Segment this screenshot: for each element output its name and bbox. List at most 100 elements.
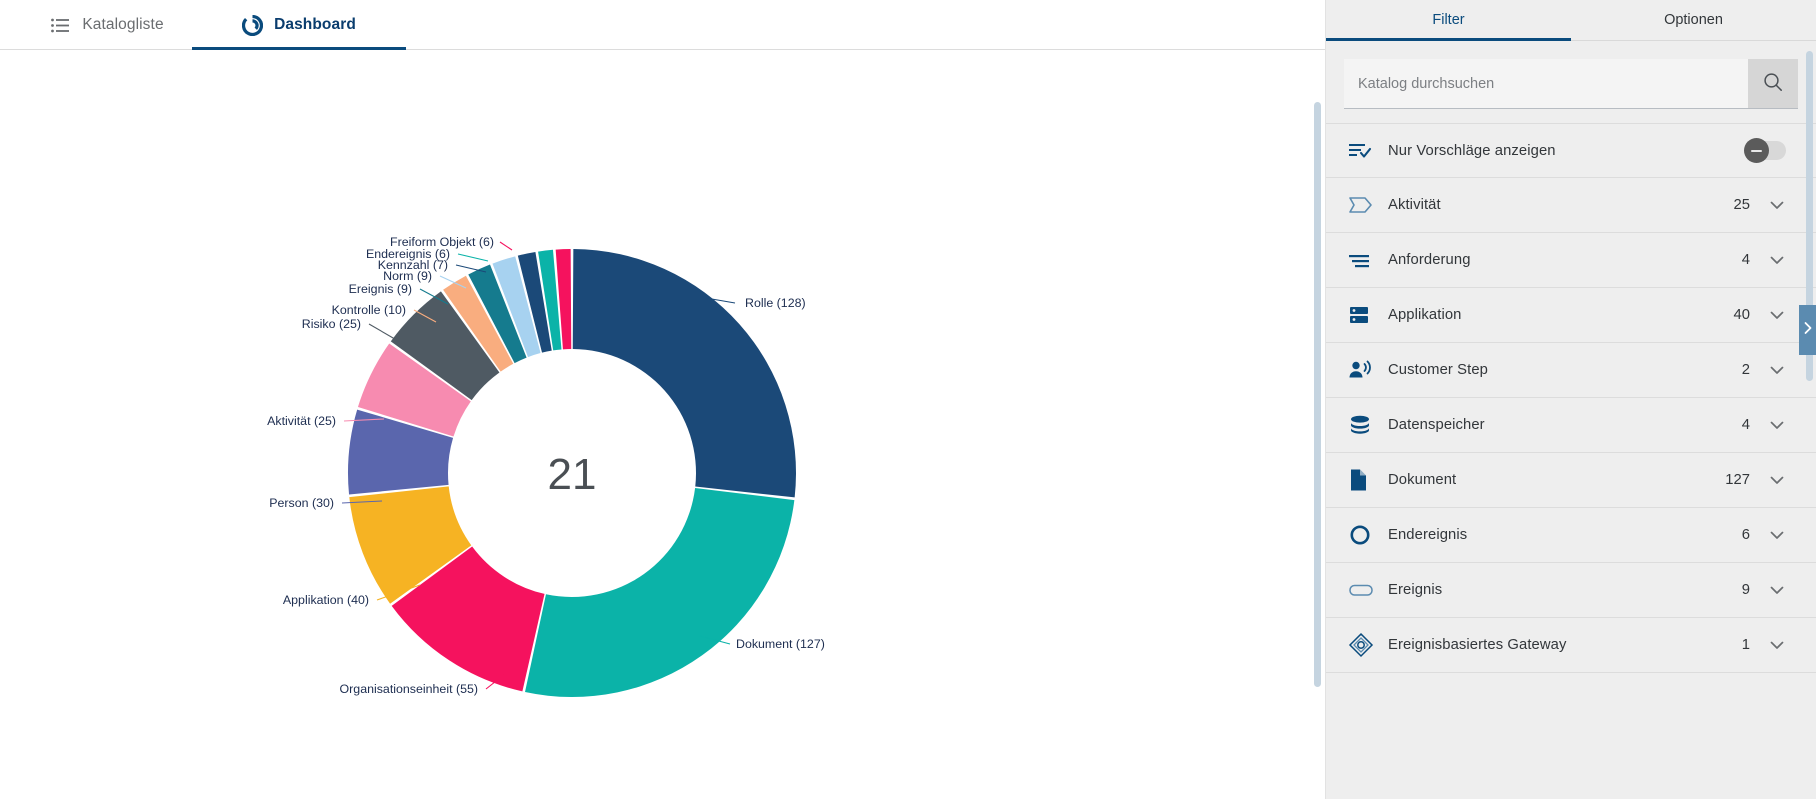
tab-katalogliste[interactable]: Katalogliste: [22, 0, 192, 50]
chevron-right-icon: [1802, 320, 1814, 341]
filter-row[interactable]: Ereignis 9: [1326, 563, 1816, 618]
filter-row[interactable]: Nur Vorschläge anzeigen: [1326, 123, 1816, 178]
filter-panel-tabs: Filter Optionen: [1326, 0, 1816, 41]
chevron-down-icon[interactable]: [1768, 636, 1786, 654]
donut-slice[interactable]: [468, 264, 527, 364]
filter-row-label: Anforderung: [1388, 252, 1471, 268]
filter-row-count: 40: [1733, 307, 1750, 323]
donut-slice-label: Freiform Objekt (6): [390, 235, 494, 249]
donut-slice[interactable]: [525, 487, 795, 697]
filter-row-count: 1: [1741, 637, 1750, 653]
search-row: [1344, 59, 1798, 109]
donut-slice-label: Rolle (128): [745, 296, 806, 310]
donut-slice-label: Kontrolle (10): [332, 303, 406, 317]
donut-slice[interactable]: [517, 252, 552, 353]
chevron-down-icon[interactable]: [1768, 251, 1786, 269]
donut-slice-label: Kennzahl (7): [378, 258, 448, 272]
search-input[interactable]: [1344, 59, 1748, 108]
filter-row-label: Datenspeicher: [1388, 417, 1485, 433]
list-icon: [50, 15, 71, 36]
search-button[interactable]: [1748, 59, 1798, 108]
filter-row-label: Ereignisbasiertes Gateway: [1388, 637, 1567, 653]
chevron-down-icon[interactable]: [1768, 471, 1786, 489]
tab-optionen-label: Optionen: [1664, 12, 1723, 28]
filter-row[interactable]: Applikation 40: [1326, 288, 1816, 343]
chart-area: 21 Rolle (128) Dokument (127) Organisations…: [0, 50, 1325, 799]
main-tabbar: Katalogliste Dashboard: [0, 0, 1325, 50]
filter-panel-scrollbar-thumb[interactable]: [1806, 51, 1813, 381]
filter-row-label: Aktivität: [1388, 197, 1441, 213]
filter-row-label: Applikation: [1388, 307, 1462, 323]
donut-leader-line: [457, 253, 489, 262]
filter-row[interactable]: Customer Step 2: [1326, 343, 1816, 398]
donut-slice-label: Person (30): [269, 496, 334, 510]
donut-center-value: 21: [548, 450, 597, 499]
event-gateway-diamond-icon: [1348, 632, 1388, 658]
tab-optionen[interactable]: Optionen: [1571, 0, 1816, 40]
donut-slice[interactable]: [443, 275, 514, 372]
donut-slice-label: Dokument (127): [736, 637, 825, 651]
donut-chart: 21 Rolle (128) Dokument (127) Organisations…: [0, 50, 1325, 799]
chevron-down-icon[interactable]: [1768, 361, 1786, 379]
filter-row-count: 4: [1741, 252, 1750, 268]
donut-leader-line: [341, 500, 383, 504]
donut-slice[interactable]: [349, 486, 472, 604]
dashboard-panel: Katalogliste Dashboard 21 Rolle (128) Doku…: [0, 0, 1325, 799]
chart-scrollbar-thumb[interactable]: [1314, 102, 1321, 687]
filter-row-label: Nur Vorschläge anzeigen: [1388, 142, 1556, 159]
filter-row-label: Customer Step: [1388, 362, 1488, 378]
panel-collapse-handle[interactable]: [1799, 305, 1816, 355]
donut-leader-line: [439, 275, 467, 289]
donut-leader-line: [419, 288, 449, 305]
donut-slice[interactable]: [555, 249, 572, 350]
filter-row[interactable]: Dokument 127: [1326, 453, 1816, 508]
donut-slice[interactable]: [348, 409, 454, 495]
document-icon: [1348, 468, 1388, 492]
donut-leader-line: [376, 584, 421, 601]
filter-row-label: Dokument: [1388, 472, 1457, 488]
server-icon: [1348, 304, 1388, 326]
donut-slice-label: Norm (9): [383, 269, 432, 283]
donut-leader-line: [455, 264, 487, 273]
donut-chart-svg: 21 Rolle (128) Dokument (127) Organisations…: [267, 235, 825, 697]
filter-row[interactable]: Anforderung 4: [1326, 233, 1816, 288]
activity-shape-icon: [1348, 195, 1388, 215]
tab-filter[interactable]: Filter: [1326, 0, 1571, 41]
suggestions-toggle[interactable]: [1744, 138, 1786, 163]
donut-slice[interactable]: [357, 343, 471, 437]
donut-slice[interactable]: [391, 546, 545, 692]
tab-dashboard[interactable]: Dashboard: [192, 0, 406, 50]
donut-slice-label: Endereignis (6): [366, 247, 450, 261]
donut-leader-line: [413, 309, 437, 323]
filter-row[interactable]: Aktivität 25: [1326, 178, 1816, 233]
chevron-down-icon[interactable]: [1768, 196, 1786, 214]
filter-row[interactable]: Datenspeicher 4: [1326, 398, 1816, 453]
filter-row-count: 6: [1741, 527, 1750, 543]
filter-panel: Filter Optionen Nur Vorschläge anzeigen A…: [1325, 0, 1816, 799]
filter-row-count: 2: [1741, 362, 1750, 378]
filter-list: Nur Vorschläge anzeigen Aktivität 25 Anford…: [1326, 123, 1816, 799]
donut-slice-label: Organisationseinheit (55): [340, 682, 478, 696]
filter-row[interactable]: Endereignis 6: [1326, 508, 1816, 563]
donut-slice[interactable]: [492, 256, 541, 358]
tab-dashboard-label: Dashboard: [274, 16, 356, 33]
filter-row[interactable]: Ereignisbasiertes Gateway 1: [1326, 618, 1816, 673]
filter-row-count: 127: [1725, 472, 1750, 488]
chevron-down-icon[interactable]: [1768, 306, 1786, 324]
filter-row-count: 9: [1741, 582, 1750, 598]
event-rounded-rect-icon: [1348, 581, 1388, 599]
donut-slice[interactable]: [390, 291, 500, 401]
donut-slice[interactable]: [538, 249, 562, 351]
chevron-down-icon[interactable]: [1768, 416, 1786, 434]
donut-leader-line: [499, 241, 513, 251]
donut-slice[interactable]: [572, 249, 796, 498]
donut-leader-line: [343, 418, 385, 422]
filter-row-label: Ereignis: [1388, 582, 1443, 598]
search-icon: [1762, 71, 1784, 96]
donut-leader-line: [705, 297, 736, 304]
toggle-knob: [1744, 138, 1769, 163]
chevron-down-icon[interactable]: [1768, 581, 1786, 599]
chevron-down-icon[interactable]: [1768, 526, 1786, 544]
donut-leader-line: [368, 323, 401, 343]
end-event-circle-icon: [1348, 523, 1388, 547]
